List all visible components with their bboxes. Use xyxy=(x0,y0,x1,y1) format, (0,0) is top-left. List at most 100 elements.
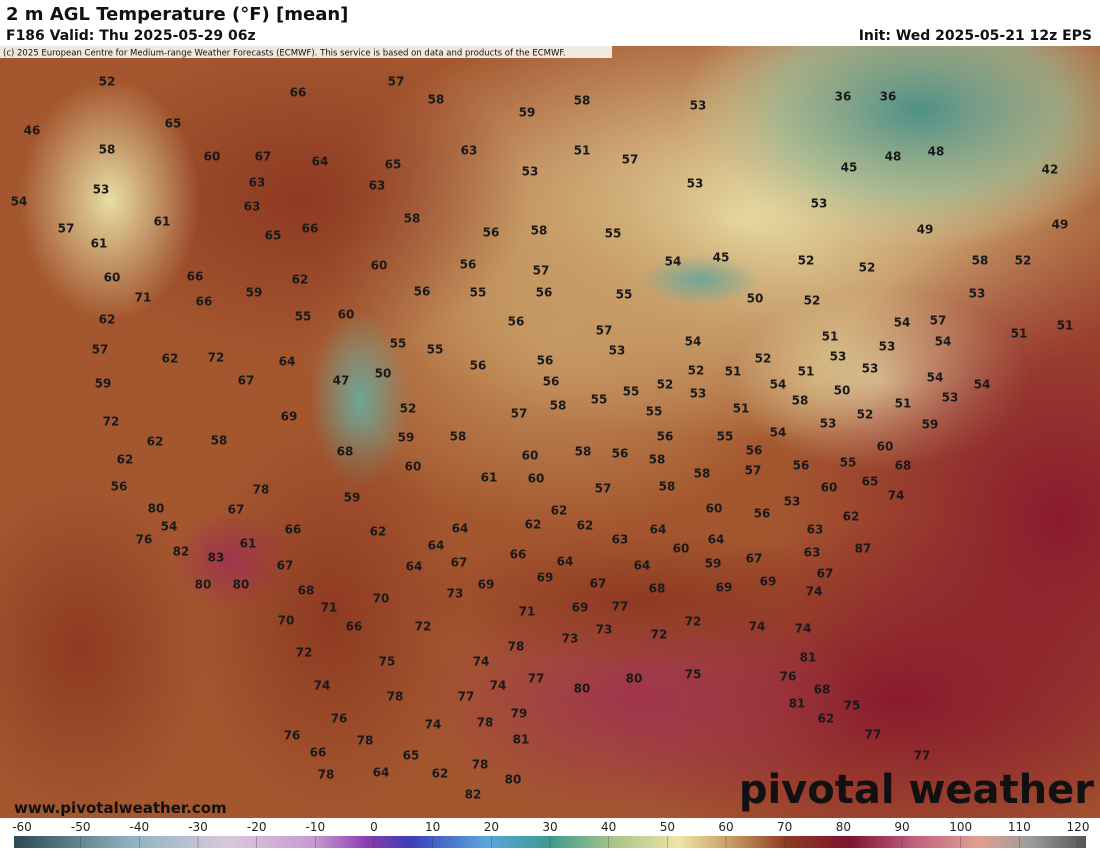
temperature-label: 51 xyxy=(733,402,750,416)
colorbar-tick-label: -40 xyxy=(130,820,150,834)
temperature-label: 60 xyxy=(821,481,838,495)
temperature-label: 58 xyxy=(428,93,445,107)
temperature-label: 57 xyxy=(622,153,639,167)
colorbar-tick-label: -50 xyxy=(71,820,91,834)
temperature-label: 51 xyxy=(1011,327,1028,341)
temperature-label: 67 xyxy=(255,150,272,164)
temperature-label: 80 xyxy=(233,578,250,592)
website: www.pivotalweather.com xyxy=(14,799,227,817)
temperature-label: 55 xyxy=(470,286,487,300)
watermark: pivotal weather xyxy=(739,767,1094,813)
temperature-label: 57 xyxy=(533,264,550,278)
colorbar-tick-label: -20 xyxy=(247,820,267,834)
temperature-label: 58 xyxy=(659,480,676,494)
temperature-label: 87 xyxy=(855,542,872,556)
temperature-label: 58 xyxy=(99,143,116,157)
temperature-label: 66 xyxy=(187,270,204,284)
temperature-label: 64 xyxy=(452,522,469,536)
temperature-label: 63 xyxy=(244,200,261,214)
temperature-label: 54 xyxy=(770,426,787,440)
temperature-label: 49 xyxy=(1052,218,1069,232)
temperature-label: 42 xyxy=(1042,163,1059,177)
temperature-label: 60 xyxy=(706,502,723,516)
temperature-label: 60 xyxy=(104,271,121,285)
temperature-label: 58 xyxy=(211,434,228,448)
temperature-label: 51 xyxy=(895,397,912,411)
temperature-label: 82 xyxy=(465,788,482,802)
temperature-label: 74 xyxy=(795,622,812,636)
temperature-label: 56 xyxy=(793,459,810,473)
temperature-label: 73 xyxy=(447,587,464,601)
temperature-label: 46 xyxy=(24,124,41,138)
colorbar-tick-label: 30 xyxy=(542,820,557,834)
colorbar-tick-label: 10 xyxy=(425,820,440,834)
temperature-label: 54 xyxy=(894,316,911,330)
temperature-label: 58 xyxy=(649,453,666,467)
temperature-label: 74 xyxy=(425,718,442,732)
temperature-label: 68 xyxy=(814,683,831,697)
colorbar-tick-label: -10 xyxy=(306,820,326,834)
temperature-label: 55 xyxy=(591,393,608,407)
temperature-label: 62 xyxy=(370,525,387,539)
temperature-label: 80 xyxy=(505,773,522,787)
temperature-label: 48 xyxy=(928,145,945,159)
temperature-label: 58 xyxy=(531,224,548,238)
temperature-label: 80 xyxy=(195,578,212,592)
temperature-label: 62 xyxy=(292,273,309,287)
temperature-label: 78 xyxy=(357,734,374,748)
temperature-label: 72 xyxy=(208,351,225,365)
temperature-label: 53 xyxy=(969,287,986,301)
temperature-label: 55 xyxy=(295,310,312,324)
temperature-label: 54 xyxy=(770,378,787,392)
colorbar-tick-label: 60 xyxy=(718,820,733,834)
temperature-label: 72 xyxy=(415,620,432,634)
temperature-label: 62 xyxy=(843,510,860,524)
temperature-label: 56 xyxy=(460,258,477,272)
temperature-label: 55 xyxy=(623,385,640,399)
temperature-label: 78 xyxy=(477,716,494,730)
temperature-label: 80 xyxy=(148,502,165,516)
init-time: Init: Wed 2025-05-21 12z EPS xyxy=(859,28,1092,44)
temperature-label: 58 xyxy=(404,212,421,226)
temperature-label: 45 xyxy=(841,161,858,175)
temperature-label: 53 xyxy=(609,344,626,358)
temperature-label: 53 xyxy=(942,391,959,405)
temperature-label: 54 xyxy=(11,195,28,209)
temperature-label: 63 xyxy=(612,533,629,547)
temperature-label: 76 xyxy=(780,670,797,684)
temperature-label: 52 xyxy=(657,378,674,392)
temperature-label: 36 xyxy=(835,90,852,104)
temperature-label: 78 xyxy=(318,768,335,782)
temperature-label: 56 xyxy=(746,444,763,458)
temperature-label: 48 xyxy=(885,150,902,164)
temperature-label: 53 xyxy=(820,417,837,431)
colorbar-tick-label: 80 xyxy=(836,820,851,834)
temperature-label: 65 xyxy=(862,475,879,489)
temperature-label: 74 xyxy=(888,489,905,503)
temperature-label: 78 xyxy=(387,690,404,704)
temperature-label: 83 xyxy=(208,551,225,565)
temperature-label: 69 xyxy=(572,601,589,615)
temperature-label: 54 xyxy=(927,371,944,385)
temperature-label: 78 xyxy=(508,640,525,654)
temperature-label: 71 xyxy=(135,291,152,305)
temperature-label: 57 xyxy=(596,324,613,338)
temperature-label: 50 xyxy=(747,292,764,306)
temperature-label: 82 xyxy=(173,545,190,559)
temperature-label: 71 xyxy=(519,605,536,619)
temperature-label: 56 xyxy=(508,315,525,329)
temperature-label: 56 xyxy=(111,480,128,494)
temperature-label: 73 xyxy=(562,632,579,646)
temperature-label: 56 xyxy=(414,285,431,299)
colorbar-tick-label: 120 xyxy=(1067,820,1090,834)
temperature-label: 57 xyxy=(92,343,109,357)
temperature-label: 64 xyxy=(428,539,445,553)
temperature-label: 54 xyxy=(161,520,178,534)
temperature-label: 47 xyxy=(333,374,350,388)
temperature-label: 51 xyxy=(798,365,815,379)
temperature-label: 59 xyxy=(922,418,939,432)
temperature-label: 81 xyxy=(789,697,806,711)
temperature-label: 65 xyxy=(385,158,402,172)
temperature-label: 55 xyxy=(427,343,444,357)
